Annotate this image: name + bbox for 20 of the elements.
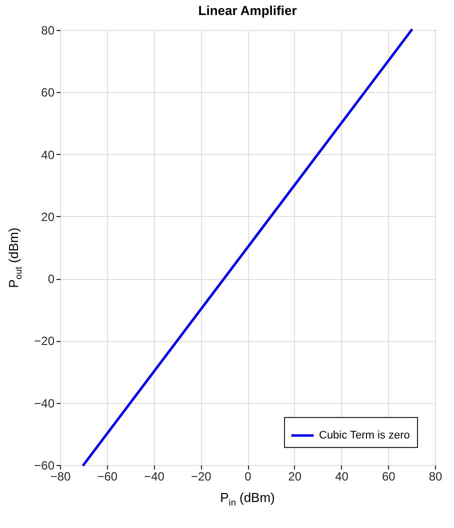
y-tick-label: 80 [41, 24, 55, 38]
x-tick-label: 0 [244, 470, 252, 484]
y-tick-label: −40 [34, 396, 55, 410]
x-tick-label: −80 [50, 470, 71, 484]
y-tick-label: 40 [41, 148, 55, 162]
x-tick-label: 40 [335, 470, 349, 484]
x-tick-label: 60 [382, 470, 396, 484]
x-axis-title: P$_{in}$ (dBm) [219, 490, 276, 508]
x-tick-label: −40 [144, 470, 165, 484]
y-tick-label: −20 [34, 334, 55, 348]
y-tick-label: 60 [41, 86, 55, 100]
y-tick-label: 0 [48, 272, 55, 286]
y-tick-label: 20 [41, 210, 55, 224]
x-tick-label: −20 [190, 470, 212, 484]
x-tick-label: −60 [97, 470, 118, 484]
chart-title: Linear Amplifier [198, 3, 297, 18]
x-tick-label: 20 [288, 470, 302, 484]
x-tick-label: 80 [428, 470, 442, 484]
legend-label: Cubic Term is zero [319, 430, 410, 442]
y-tick-label: −60 [34, 458, 55, 472]
